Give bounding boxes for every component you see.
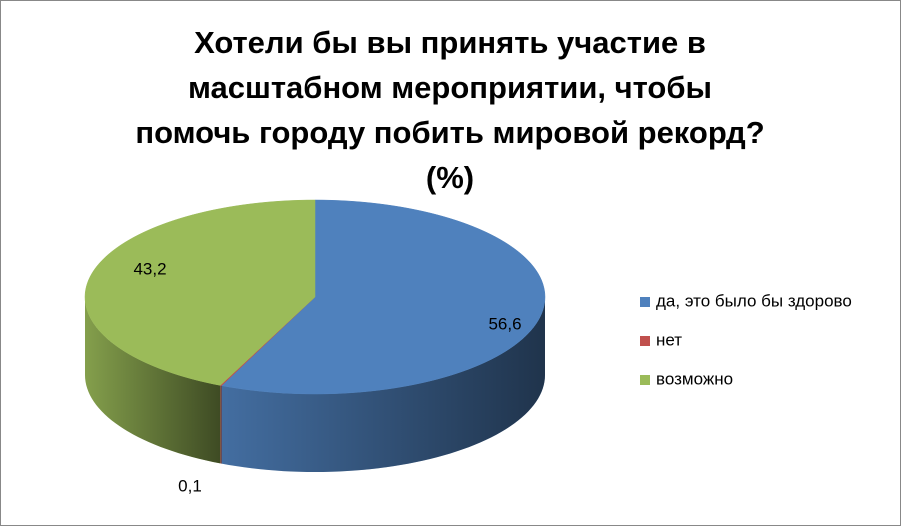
slice xyxy=(221,199,546,395)
slice xyxy=(84,199,316,386)
legend-swatch xyxy=(640,297,650,307)
slice-side-shade xyxy=(221,297,545,472)
slice-side-shade xyxy=(85,297,221,464)
legend-label: да, это было бы здорово xyxy=(656,291,852,310)
legend-swatch xyxy=(640,336,650,346)
slice-side-shade xyxy=(220,385,222,464)
chart-title: Хотели бы вы принять участие в масштабно… xyxy=(135,25,765,195)
data-label: 56,6 xyxy=(488,314,521,333)
legend-swatch xyxy=(640,375,650,385)
data-label: 0,1 xyxy=(178,476,202,495)
data-label: 43,2 xyxy=(133,259,166,278)
legend-label: возможно xyxy=(656,369,733,388)
legend-label: нет xyxy=(656,330,682,349)
